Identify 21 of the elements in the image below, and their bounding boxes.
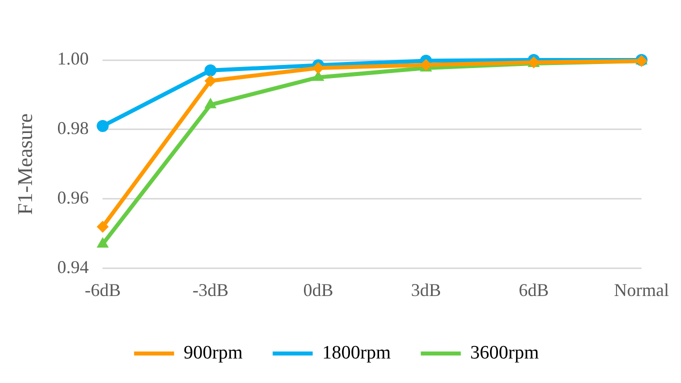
x-tick-label: -6dB [84, 280, 121, 300]
legend-label: 900rpm [184, 342, 243, 364]
y-tick-label: 0.98 [57, 118, 89, 138]
point [204, 74, 216, 87]
y-axis-title: F1-Measure [13, 113, 38, 215]
legend-label: 1800rpm [322, 342, 392, 364]
y-tick-label: 0.94 [57, 257, 89, 278]
point [96, 220, 109, 233]
legend-label: 3600rpm [470, 342, 540, 364]
point [204, 98, 217, 108]
point [312, 62, 324, 74]
point [96, 120, 109, 132]
x-tick-label: 3dB [410, 280, 441, 300]
point [96, 237, 109, 248]
point [204, 64, 216, 76]
x-tick-label: -3dB [192, 280, 228, 300]
x-tick-label: 0dB [303, 280, 334, 300]
y-tick-label: 0.96 [57, 188, 89, 208]
x-tick-label: 6dB [518, 280, 549, 300]
x-tick-label: Normal [614, 280, 669, 300]
y-tick-label: 1.00 [57, 48, 89, 69]
